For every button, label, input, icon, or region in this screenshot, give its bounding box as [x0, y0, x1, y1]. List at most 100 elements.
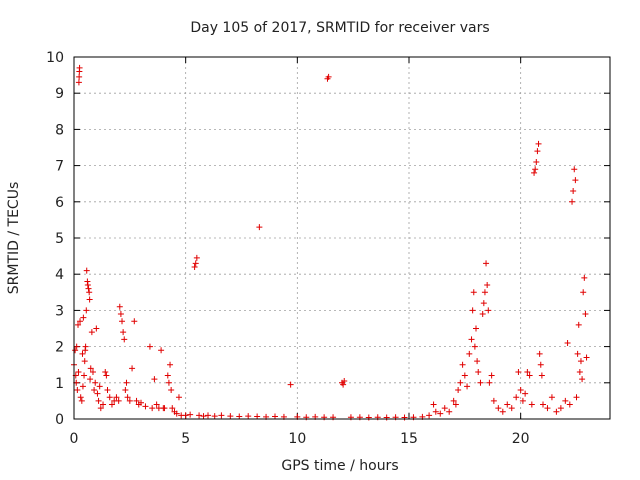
- data-point: [484, 282, 491, 289]
- y-tick-label: 10: [46, 50, 64, 66]
- data-point: [123, 379, 130, 386]
- data-point: [245, 413, 252, 420]
- data-point: [457, 379, 464, 386]
- data-point: [581, 274, 588, 281]
- data-point: [524, 368, 531, 375]
- data-point: [113, 394, 120, 401]
- data-point: [89, 368, 96, 375]
- data-point: [468, 336, 475, 343]
- data-point: [75, 79, 82, 86]
- data-point: [77, 318, 84, 325]
- data-point: [218, 412, 225, 419]
- data-point: [340, 381, 347, 388]
- data-point: [196, 412, 203, 419]
- data-point: [517, 387, 524, 394]
- data-point: [475, 368, 482, 375]
- chart-title: Day 105 of 2017, SRMTID for receiver var…: [190, 20, 489, 36]
- data-point: [73, 343, 80, 350]
- data-point: [365, 414, 372, 421]
- data-point: [464, 383, 471, 390]
- data-point: [459, 361, 466, 368]
- y-tick-label: 9: [55, 86, 64, 102]
- data-point: [474, 358, 481, 365]
- data-point: [564, 339, 571, 346]
- data-point: [168, 387, 175, 394]
- data-point: [191, 263, 198, 270]
- data-point: [576, 368, 583, 375]
- data-point: [426, 412, 433, 419]
- data-point: [100, 401, 107, 408]
- data-point: [88, 329, 95, 336]
- x-tick-label: 10: [288, 431, 306, 447]
- data-point: [119, 318, 126, 325]
- data-point: [227, 413, 234, 420]
- data-point: [495, 405, 502, 412]
- data-point: [580, 289, 587, 296]
- data-point: [579, 376, 586, 383]
- data-point: [169, 405, 176, 412]
- data-point: [126, 397, 133, 404]
- data-point: [490, 397, 497, 404]
- data-point: [538, 372, 545, 379]
- data-point: [461, 372, 468, 379]
- x-tick-label: 0: [70, 431, 79, 447]
- data-point: [446, 408, 453, 415]
- data-point: [131, 318, 138, 325]
- data-point: [450, 397, 457, 404]
- data-point: [441, 405, 448, 412]
- data-point: [470, 289, 477, 296]
- data-point: [557, 405, 564, 412]
- data-point: [479, 311, 486, 318]
- y-tick-label: 3: [55, 303, 64, 319]
- data-point: [570, 187, 577, 194]
- data-point: [469, 307, 476, 314]
- data-point: [83, 307, 90, 314]
- data-point: [83, 267, 90, 274]
- data-point: [473, 325, 479, 332]
- data-point: [97, 405, 104, 412]
- y-tick-label: 6: [55, 195, 64, 211]
- data-point: [87, 376, 94, 383]
- data-point: [86, 289, 93, 296]
- data-point: [452, 401, 459, 408]
- data-point: [522, 390, 529, 397]
- data-point: [519, 397, 526, 404]
- x-tick-label: 20: [512, 431, 530, 447]
- data-point: [86, 296, 93, 303]
- data-point: [566, 401, 573, 408]
- data-point: [142, 403, 149, 410]
- data-point: [483, 260, 490, 267]
- data-point: [81, 372, 88, 379]
- data-point: [200, 413, 207, 420]
- data-point: [531, 169, 538, 176]
- data-point: [79, 383, 86, 390]
- data-point: [575, 321, 582, 328]
- data-point: [569, 198, 576, 205]
- data-point: [533, 158, 540, 165]
- data-point: [504, 401, 511, 408]
- data-point: [486, 379, 493, 386]
- data-point: [146, 343, 153, 350]
- data-point: [104, 387, 111, 394]
- data-point: [124, 394, 131, 401]
- grid: [74, 57, 610, 419]
- data-point: [573, 394, 580, 401]
- data-point: [553, 408, 560, 415]
- data-point: [236, 413, 243, 420]
- data-point: [103, 372, 110, 379]
- data-point: [574, 350, 581, 357]
- data-point: [383, 414, 390, 421]
- y-tick-label: 5: [55, 231, 64, 247]
- data-point: [508, 405, 515, 412]
- y-tick-label: 4: [55, 267, 64, 283]
- data-point: [76, 64, 83, 71]
- data-point: [254, 413, 261, 420]
- data-point: [193, 254, 200, 261]
- data-point: [84, 282, 91, 289]
- data-point: [536, 350, 543, 357]
- data-point: [577, 358, 584, 365]
- data-point: [106, 394, 113, 401]
- y-axis-label: SRMTID / TECUs: [6, 182, 22, 295]
- data-point: [173, 410, 180, 417]
